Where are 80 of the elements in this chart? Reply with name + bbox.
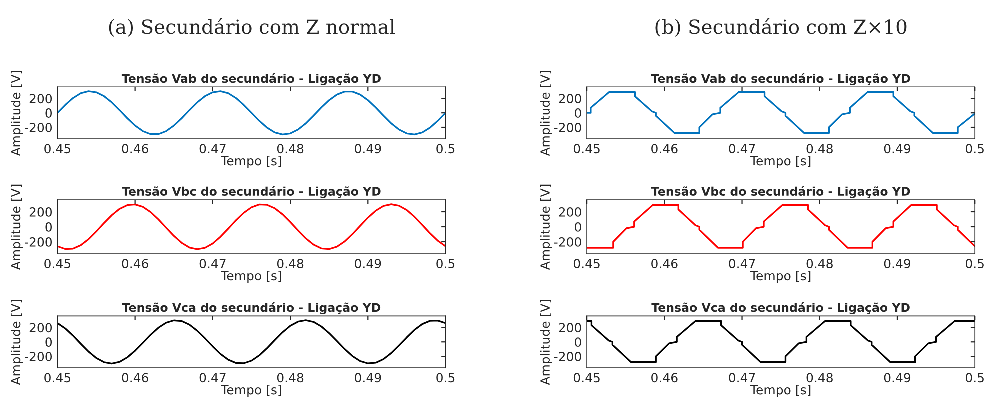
chart-title: Tensão Vca do secundário - Ligação YD: [122, 302, 381, 315]
x-tick-label: 0.45: [574, 144, 600, 154]
x-tick-label: 0.45: [574, 259, 600, 269]
y-tick-label: 200: [559, 94, 582, 104]
chart-title: Tensão Vbc do secundário - Ligação YD: [651, 186, 910, 198]
y-tick-label: 0: [575, 222, 582, 232]
x-tick-label: 0.47: [729, 144, 756, 154]
x-tick-label: 0.49: [884, 144, 911, 154]
line-series: [587, 320, 976, 364]
y-tick-label: 200: [30, 323, 52, 333]
y-axis-title: Amplitude [V]: [540, 184, 552, 270]
x-tick-label: 0.5: [966, 144, 984, 154]
x-tick-label: 0.46: [652, 259, 678, 269]
x-tick-label: 0.5: [436, 373, 455, 383]
y-axis-title: Amplitude [V]: [10, 70, 24, 156]
y-tick-label: 0: [575, 338, 582, 348]
x-tick-label: 0.47: [200, 373, 226, 383]
x-tick-label: 0.47: [729, 259, 756, 269]
x-tick-label: 0.48: [277, 373, 304, 383]
x-tick-label: 0.47: [729, 373, 756, 383]
x-tick-label: 0.49: [355, 373, 382, 383]
x-axis-title: Tempo [s]: [750, 270, 811, 284]
line-series: [587, 204, 976, 249]
x-tick-label: 0.48: [277, 144, 304, 154]
x-tick-label: 0.46: [652, 373, 678, 383]
y-tick-label: 0: [46, 222, 52, 232]
y-axis-title: Amplitude [V]: [10, 184, 24, 270]
x-tick-label: 0.46: [122, 259, 148, 269]
y-axis-title: Amplitude [V]: [540, 70, 552, 156]
x-tick-label: 0.45: [44, 373, 71, 383]
x-axis-title: Tempo [s]: [221, 385, 282, 398]
y-tick-label: 0: [575, 108, 582, 118]
x-tick-label: 0.49: [884, 373, 911, 383]
x-tick-label: 0.48: [806, 144, 833, 154]
y-tick-label: 200: [559, 207, 582, 217]
x-tick-label: 0.45: [44, 144, 71, 154]
y-tick-label: 200: [30, 207, 52, 217]
x-axis-title: Tempo [s]: [750, 156, 811, 168]
x-tick-label: 0.45: [574, 373, 600, 383]
chart-subtitle: (a) Secundário com Z normal: [109, 18, 396, 38]
line-series: [587, 91, 976, 134]
y-tick-label: 0: [46, 338, 52, 348]
y-tick-label: 0: [46, 108, 52, 118]
line-series: [58, 90, 446, 136]
x-axis-title: Tempo [s]: [750, 385, 811, 398]
x-axis-title: Tempo [s]: [221, 156, 282, 168]
y-tick-label: -200: [25, 122, 52, 132]
x-tick-label: 0.46: [122, 373, 148, 383]
x-tick-label: 0.5: [966, 259, 984, 269]
y-tick-label: 200: [559, 323, 582, 333]
chart-title: Tensão Vab do secundário - Ligação YD: [651, 74, 910, 86]
x-tick-label: 0.47: [200, 144, 226, 154]
x-tick-label: 0.49: [355, 259, 382, 269]
y-tick-label: -200: [554, 352, 582, 362]
x-tick-label: 0.47: [200, 259, 226, 269]
x-tick-label: 0.5: [436, 259, 455, 269]
x-tick-label: 0.49: [884, 259, 911, 269]
line-series: [58, 320, 446, 365]
chart-title: Tensão Vab do secundário - Ligação YD: [122, 74, 381, 86]
y-axis-title: Amplitude [V]: [10, 300, 24, 386]
x-tick-label: 0.46: [122, 144, 148, 154]
x-tick-label: 0.48: [806, 259, 833, 269]
x-tick-label: 0.48: [277, 259, 304, 269]
y-axis-title: Amplitude [V]: [540, 300, 552, 386]
x-axis-title: Tempo [s]: [221, 270, 282, 284]
chart-title: Tensão Vbc do secundário - Ligação YD: [122, 186, 381, 198]
x-tick-label: 0.48: [806, 373, 833, 383]
chart-subtitle: (b) Secundário com Z×10: [656, 18, 907, 38]
x-tick-label: 0.45: [44, 259, 71, 269]
y-tick-label: -200: [554, 122, 582, 132]
y-tick-label: -200: [25, 352, 52, 362]
y-tick-label: -200: [554, 237, 582, 247]
x-tick-label: 0.49: [355, 144, 382, 154]
line-series: [58, 204, 446, 250]
x-tick-label: 0.46: [652, 144, 678, 154]
y-tick-label: 200: [30, 94, 52, 104]
y-tick-label: -200: [25, 237, 52, 247]
x-tick-label: 0.5: [436, 144, 455, 154]
x-tick-label: 0.5: [966, 373, 984, 383]
chart-title: Tensão Vca do secundário - Ligação YD: [652, 302, 910, 315]
